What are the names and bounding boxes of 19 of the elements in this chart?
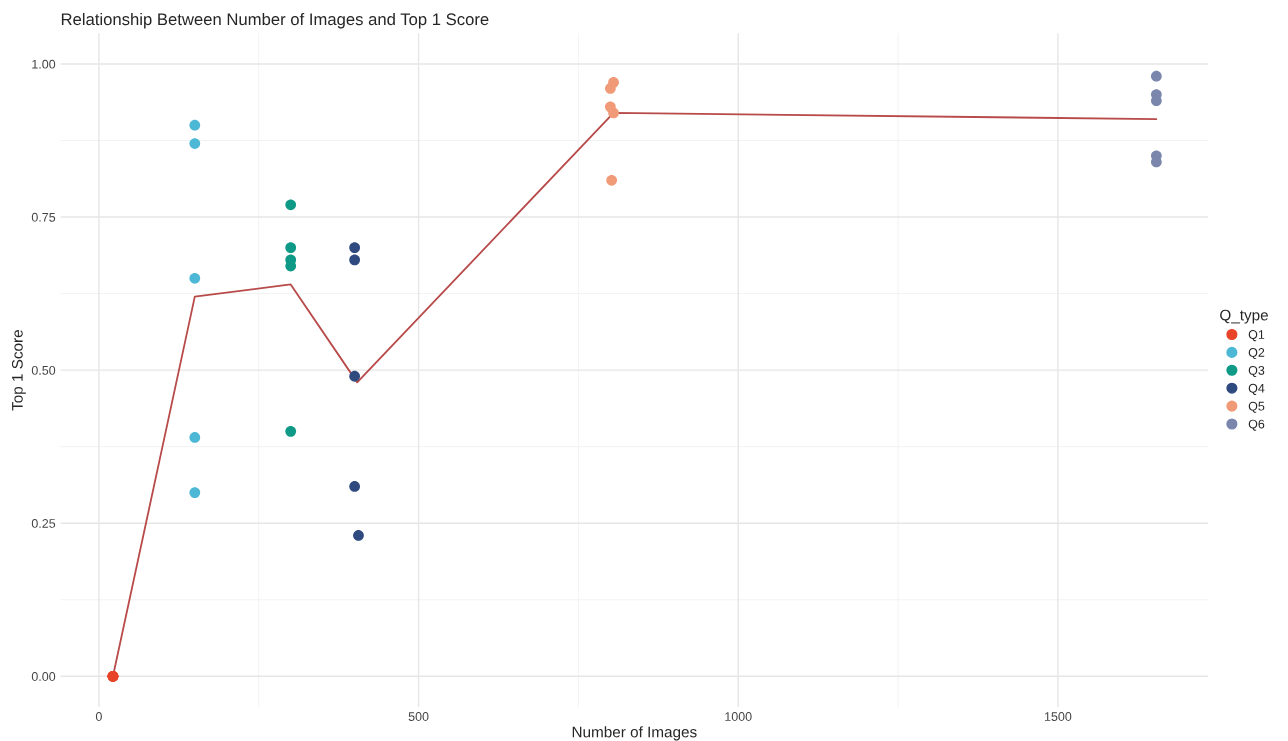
x-tick-label: 500 — [408, 712, 429, 721]
y-tick-label: 1.00 — [32, 59, 56, 69]
y-tick-label: 0.00 — [31, 672, 56, 681]
x-tick-label: 0 — [95, 712, 102, 721]
legend-label: Q5 — [1248, 401, 1265, 413]
x-tick-label: 1000 — [725, 712, 752, 721]
y-tick-label: 0.25 — [31, 519, 56, 528]
legend-label: Q6 — [1248, 419, 1265, 431]
y-tick-label: 0.50 — [31, 365, 56, 375]
x-tick-label: 1500 — [1044, 712, 1072, 721]
y-tick-label: 0.75 — [31, 212, 56, 222]
legend-label: Q1 — [1248, 330, 1265, 342]
legend-label: Q4 — [1248, 383, 1265, 395]
chart-title: Relationship Between Number of Images and Top 1 Score — [61, 12, 489, 29]
y-axis-title: Top 1 Score — [11, 330, 26, 411]
legend-title: Q_type — [1220, 309, 1268, 324]
x-axis-title: Number of Images — [572, 726, 697, 741]
legend-label: Q2 — [1248, 348, 1265, 360]
legend-label: Q3 — [1248, 365, 1265, 378]
